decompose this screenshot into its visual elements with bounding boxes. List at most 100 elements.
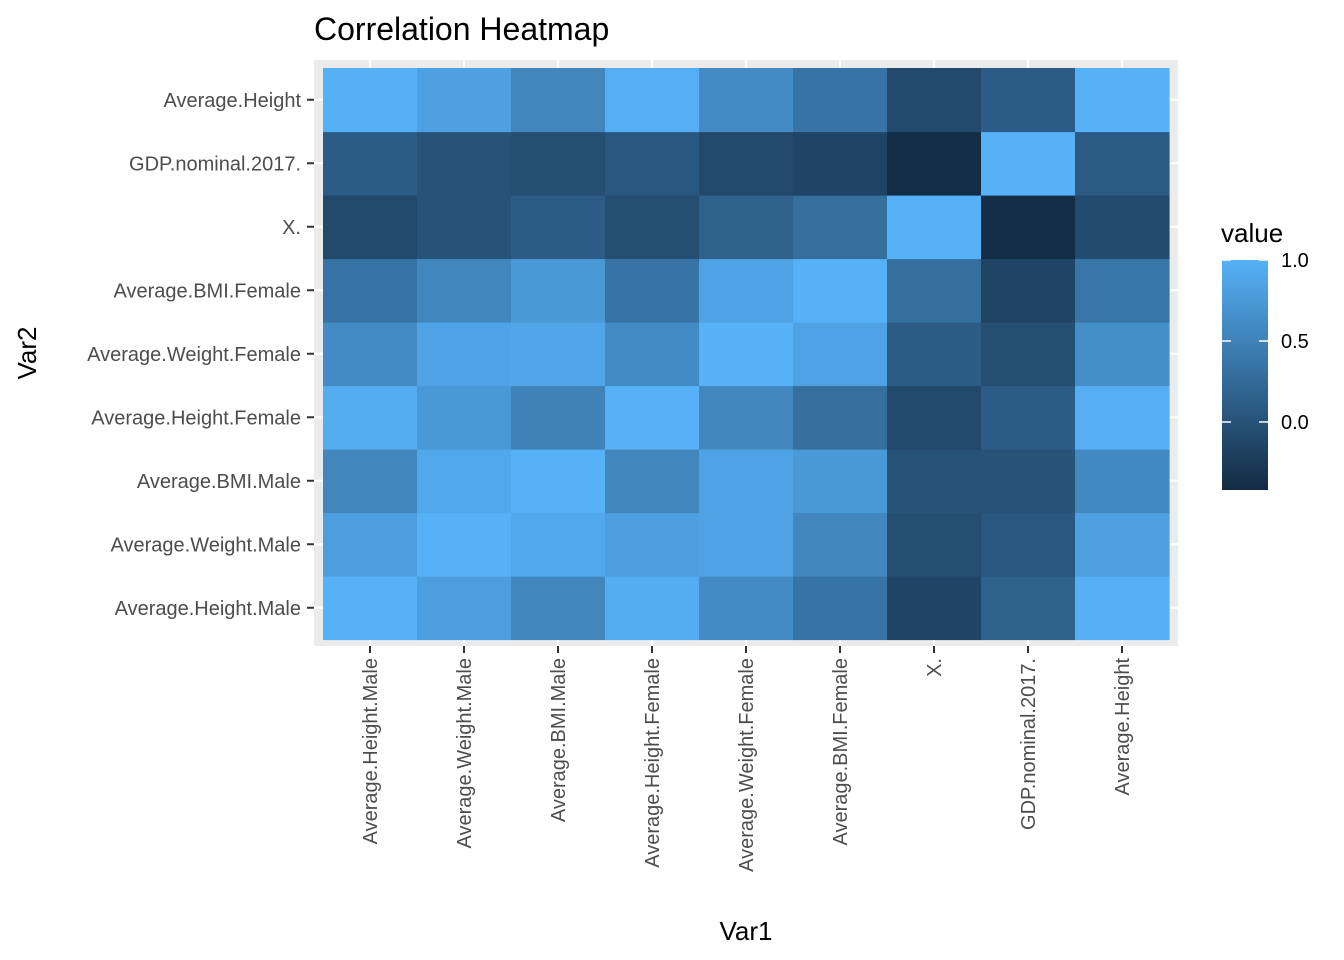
heatmap-cell	[511, 385, 606, 450]
x-tick-label: Average.Weight.Female	[736, 658, 758, 872]
heatmap-cell	[417, 195, 512, 260]
heatmap-cell	[1075, 449, 1170, 514]
y-tick-label: Average.Height.Female	[91, 407, 301, 429]
heatmap-cell	[699, 449, 794, 514]
heatmap-cell	[981, 258, 1076, 323]
heatmap-cell	[511, 131, 606, 196]
heatmap-cell	[1075, 576, 1170, 641]
x-tick-label: GDP.nominal.2017.	[1018, 658, 1040, 830]
heatmap-cell	[1075, 68, 1170, 133]
chart-title: Correlation Heatmap	[314, 11, 609, 47]
heatmap-cell	[605, 512, 700, 577]
heatmap-cell	[417, 512, 512, 577]
heatmap-cell	[605, 322, 700, 387]
heatmap-cell	[793, 195, 888, 260]
heatmap-cell	[323, 322, 418, 387]
heatmap-cell	[511, 512, 606, 577]
heatmap-cell	[323, 68, 418, 133]
heatmap-cell	[887, 512, 982, 577]
heatmap-cell	[887, 258, 982, 323]
heatmap-cell	[323, 385, 418, 450]
heatmap-cell	[981, 385, 1076, 450]
heatmap-cell	[605, 385, 700, 450]
color-legend: value 1.0 0.5 0.0	[1221, 218, 1309, 490]
y-tick-label: Average.BMI.Female	[114, 280, 302, 302]
y-tick-label: Average.Weight.Female	[87, 344, 301, 366]
heatmap-cell	[981, 576, 1076, 641]
heatmap-cell	[323, 131, 418, 196]
heatmap-cell	[417, 68, 512, 133]
heatmap-cell	[511, 258, 606, 323]
legend-tick-label: 0.5	[1281, 331, 1309, 353]
heatmap-cell	[793, 576, 888, 641]
y-tick-label: Average.Height.Male	[115, 598, 301, 620]
heatmap-cell	[605, 131, 700, 196]
heatmap-cell	[793, 385, 888, 450]
legend-colorbar	[1222, 260, 1268, 490]
heatmap-cell	[605, 258, 700, 323]
heatmap-cell	[793, 258, 888, 323]
heatmap-cell	[699, 195, 794, 260]
heatmap-cell	[981, 131, 1076, 196]
heatmap-cell	[699, 512, 794, 577]
heatmap-cell	[887, 576, 982, 641]
y-tick-label: Average.Weight.Male	[111, 534, 301, 556]
heatmap-cell	[793, 449, 888, 514]
heatmap-cell	[793, 512, 888, 577]
heatmap-cell	[417, 131, 512, 196]
heatmap-cell	[323, 512, 418, 577]
legend-ticks: 1.0 0.5 0.0	[1222, 250, 1309, 434]
heatmap-cell	[887, 449, 982, 514]
heatmap-cell	[1075, 131, 1170, 196]
heatmap-cell	[417, 322, 512, 387]
heatmap-cell	[1075, 258, 1170, 323]
heatmap-cell	[1075, 195, 1170, 260]
heatmap-cell	[511, 68, 606, 133]
heatmap-cell	[793, 322, 888, 387]
heatmap-cell	[699, 68, 794, 133]
heatmap-cell	[981, 449, 1076, 514]
heatmap-cell	[417, 449, 512, 514]
heatmap-cell	[981, 322, 1076, 387]
x-tick-label: Average.Weight.Male	[454, 658, 476, 848]
legend-title: value	[1221, 218, 1283, 248]
heatmap-cell	[511, 322, 606, 387]
heatmap-cell	[417, 576, 512, 641]
heatmap-cell	[699, 131, 794, 196]
heatmap-cell	[605, 576, 700, 641]
heatmap-cell	[511, 195, 606, 260]
heatmap-cell	[605, 68, 700, 133]
x-tick-label: Average.Height	[1112, 658, 1134, 796]
y-tick-label: Average.Height	[164, 90, 302, 112]
heatmap-cell	[699, 576, 794, 641]
heatmap-cell	[887, 322, 982, 387]
heatmap-cell	[1075, 512, 1170, 577]
heatmap-cell	[699, 322, 794, 387]
heatmap-cell	[793, 68, 888, 133]
x-tick-label: X.	[924, 658, 946, 677]
heatmap-cell	[887, 385, 982, 450]
y-axis: Average.Height.Male Average.Weight.Male Av…	[87, 90, 314, 620]
heatmap-cell	[1075, 322, 1170, 387]
heatmap-cell	[511, 576, 606, 641]
heatmap-cell	[323, 576, 418, 641]
heatmap-cell	[511, 449, 606, 514]
y-tick-label: GDP.nominal.2017.	[129, 153, 301, 175]
heatmap-cell	[981, 195, 1076, 260]
heatmap-cell	[417, 385, 512, 450]
heatmap-cell	[1075, 385, 1170, 450]
heatmap-cell	[323, 449, 418, 514]
x-tick-label: Average.Height.Female	[642, 658, 664, 868]
heatmap-cell	[323, 195, 418, 260]
heatmap-cell	[887, 68, 982, 133]
heatmap-cell	[605, 195, 700, 260]
heatmap-cell	[887, 131, 982, 196]
heatmap-cell	[417, 258, 512, 323]
heatmap-cell	[323, 258, 418, 323]
heatmap-cell	[699, 258, 794, 323]
heatmap-cell	[699, 385, 794, 450]
x-tick-label: Average.BMI.Male	[548, 658, 570, 822]
heatmap-cell	[793, 131, 888, 196]
x-tick-label: Average.BMI.Female	[830, 658, 852, 846]
